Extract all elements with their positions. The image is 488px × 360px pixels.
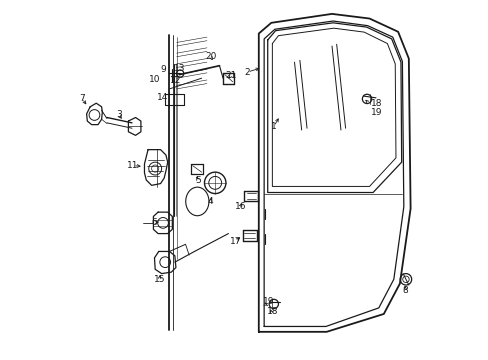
Text: 17: 17 (230, 237, 241, 246)
Text: 18: 18 (370, 99, 382, 108)
Text: 16: 16 (234, 202, 245, 211)
Text: 8: 8 (402, 285, 407, 294)
Text: 15: 15 (153, 275, 165, 284)
Text: 14: 14 (157, 93, 168, 102)
Text: 4: 4 (207, 197, 213, 206)
Text: 12: 12 (170, 76, 181, 85)
Text: 18: 18 (266, 307, 278, 316)
Text: 20: 20 (204, 52, 216, 61)
Text: 2: 2 (244, 68, 250, 77)
Text: 6: 6 (151, 218, 157, 227)
Text: 1: 1 (270, 122, 276, 131)
Text: 19: 19 (370, 108, 382, 117)
Text: 7: 7 (79, 94, 84, 103)
Text: 10: 10 (148, 76, 160, 85)
Text: 5: 5 (195, 176, 201, 185)
Text: 19: 19 (263, 297, 274, 306)
Text: 13: 13 (173, 64, 185, 73)
Text: 3: 3 (116, 111, 122, 120)
Text: 21: 21 (225, 71, 236, 80)
Text: 11: 11 (127, 161, 139, 170)
Text: 9: 9 (160, 66, 165, 75)
